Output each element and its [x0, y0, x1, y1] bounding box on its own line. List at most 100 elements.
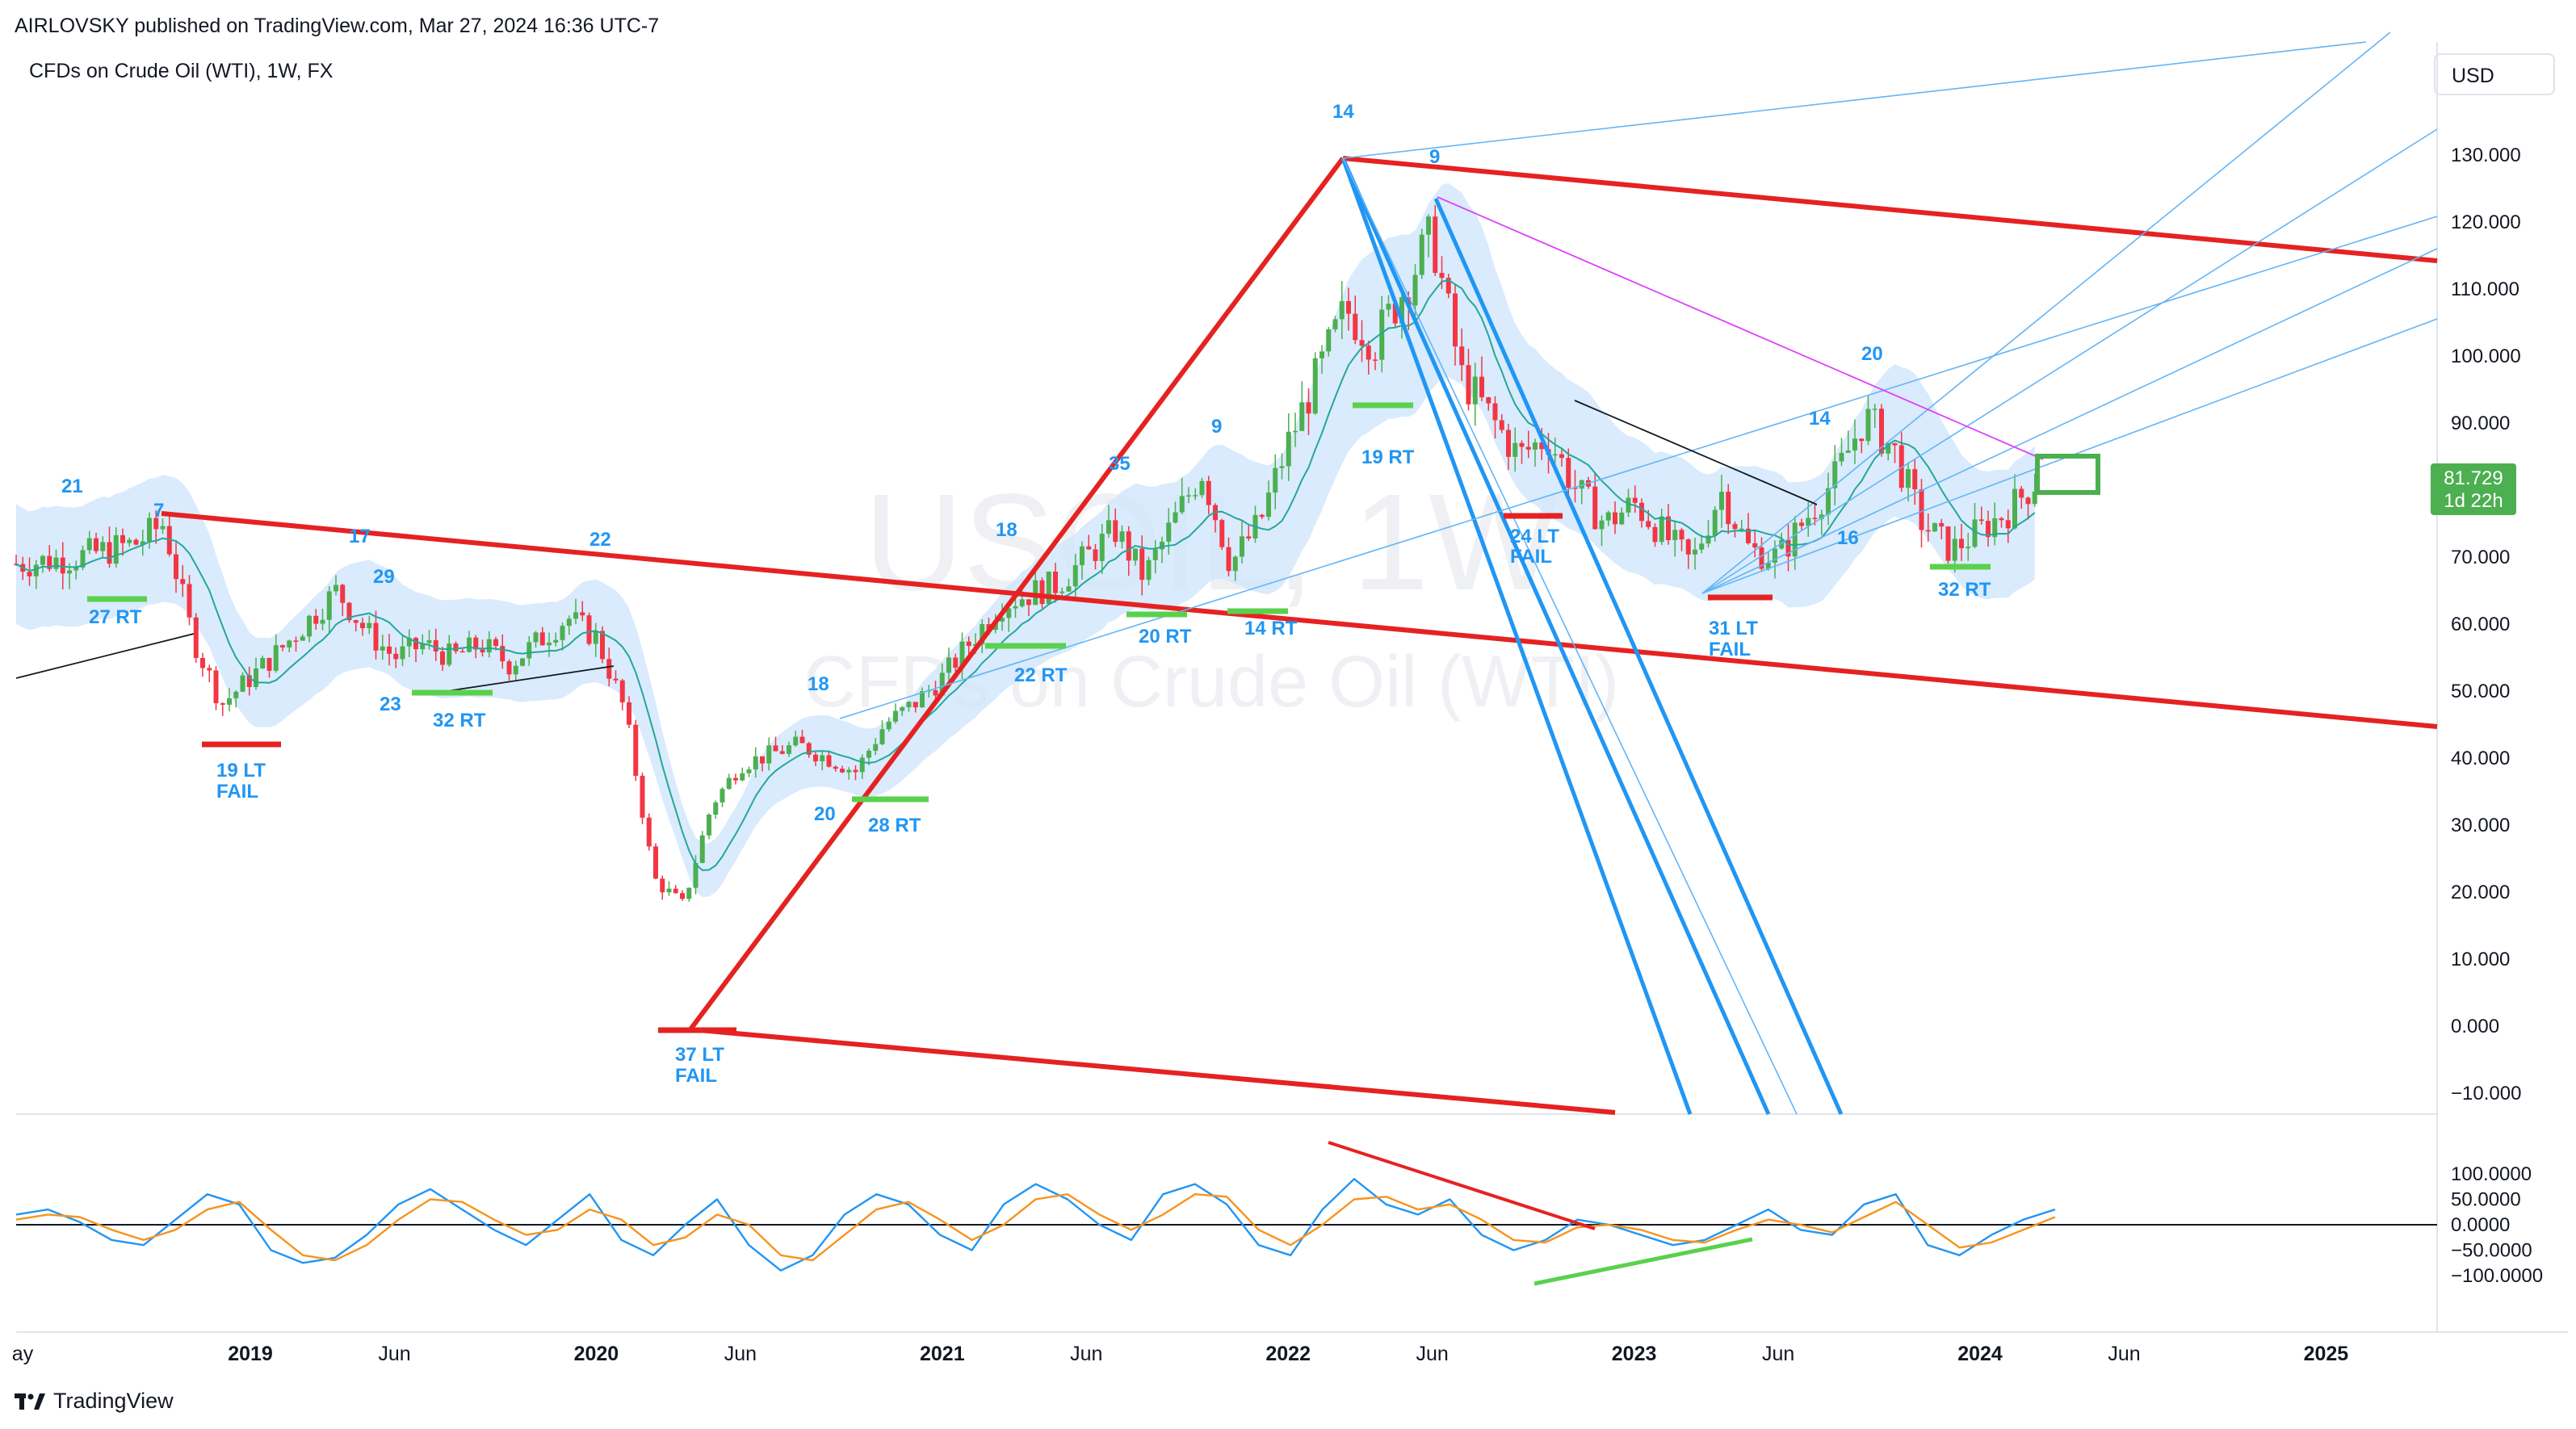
wave-count: 23	[380, 694, 401, 715]
tradingview-branding[interactable]: TradingView	[15, 1389, 174, 1414]
oscillator	[15, 1178, 2056, 1272]
candle-body	[2025, 497, 2031, 505]
candle-body	[254, 668, 258, 687]
candle-body	[1366, 346, 1371, 360]
candle-body	[133, 539, 139, 545]
candle-body	[1472, 376, 1478, 404]
time-tick-label: 2023	[1612, 1343, 1657, 1365]
candle-body	[1386, 304, 1391, 310]
fail-count: 31 LT	[1709, 618, 1758, 639]
support-label: 32 RT	[433, 710, 486, 731]
candle-body	[207, 668, 212, 671]
last-price: 81.729	[2444, 467, 2503, 489]
candle-body	[1746, 528, 1751, 543]
wave-count: 21	[61, 476, 83, 497]
candle-body	[1266, 492, 1271, 518]
candle-body	[826, 755, 832, 767]
thin-trendlines	[15, 196, 2044, 694]
candle-body	[1552, 454, 1558, 456]
candle-body	[853, 769, 858, 773]
currency-selector[interactable]: USD	[2434, 53, 2555, 95]
candle-body	[174, 554, 178, 580]
candle-body	[1066, 586, 1072, 592]
candle-body	[193, 617, 199, 658]
candle-body	[820, 755, 825, 761]
candle-body	[680, 893, 685, 899]
candle-body	[1399, 297, 1404, 324]
cloud-band	[16, 182, 2035, 898]
candle-body	[1512, 442, 1518, 457]
candle-body	[1879, 409, 1884, 454]
candle-body	[1613, 512, 1617, 525]
wave-count: 14	[1332, 101, 1354, 123]
candle-body	[1739, 528, 1744, 530]
candle-body	[1806, 518, 1811, 526]
time-tick-label: 2022	[1265, 1343, 1311, 1365]
candle-body	[906, 702, 912, 708]
price-axis[interactable]: 130.000120.000110.000100.00090.00080.000…	[2451, 145, 2521, 1104]
candle-body	[413, 638, 418, 650]
candle-body	[1679, 530, 1684, 540]
wave-count: 9	[1429, 146, 1440, 168]
candle-body	[1373, 359, 1378, 361]
candle-body	[580, 612, 585, 616]
candle-body	[1566, 458, 1571, 488]
candle-body	[420, 643, 426, 650]
candle-body	[1000, 618, 1005, 622]
candle-body	[1986, 521, 1991, 538]
brand-label: TradingView	[53, 1389, 174, 1413]
candle-body	[1839, 452, 1844, 462]
fail-count: 24 LT	[1510, 526, 1559, 547]
candle-body	[666, 888, 672, 893]
candle-body	[2012, 488, 2017, 529]
candle-body	[1632, 497, 1638, 503]
time-tick-label: 2025	[2304, 1343, 2349, 1365]
candle-body	[459, 651, 465, 653]
candle-body	[799, 736, 805, 744]
thin-fan-line-3	[1701, 31, 2391, 594]
osc-bearish-divergence	[1328, 1141, 1596, 1230]
candle-body	[153, 518, 159, 530]
candle-body	[1319, 351, 1324, 358]
candle-body	[140, 541, 145, 545]
oscillator-axis[interactable]: 100.0000 50.0000 0.0000 −50.0000 −100.0000	[2451, 1163, 2543, 1287]
candle-body	[1978, 519, 1984, 522]
candle-body	[1572, 488, 1578, 489]
price-tick-label: 90.000	[2451, 413, 2510, 434]
candle-body	[1992, 518, 1998, 538]
candle-body	[1719, 492, 1724, 510]
candle-body	[1219, 520, 1225, 547]
candle-body	[1759, 547, 1764, 569]
candle-body	[1659, 516, 1664, 543]
candle-body	[1492, 403, 1498, 421]
candle-body	[1439, 272, 1445, 279]
candle-body	[613, 678, 619, 681]
candle-body	[127, 539, 132, 543]
time-axis[interactable]: ay 2019 Jun 2020 Jun 2021 Jun 2022 Jun 2023 Jun 202…	[12, 1343, 2349, 1365]
candle-body	[893, 710, 898, 722]
support-label: 28 RT	[868, 815, 921, 836]
target-box	[2035, 454, 2100, 495]
candle-body	[1359, 340, 1365, 346]
candle-body	[1765, 563, 1771, 569]
candle-body	[793, 736, 799, 746]
candle-body	[493, 639, 498, 647]
candle-body	[360, 622, 365, 629]
candle-body	[753, 756, 758, 770]
candle-body	[1865, 409, 1871, 442]
candle-body	[320, 619, 325, 624]
candle-body	[213, 670, 219, 704]
blue-fan-line-2	[1340, 157, 1771, 1116]
candle-body	[1445, 278, 1451, 294]
candle-body	[340, 585, 346, 603]
candle-body	[307, 615, 312, 637]
candle-body	[1206, 480, 1211, 505]
wave-count: 20	[814, 803, 836, 825]
candle-body	[220, 703, 225, 705]
price-tick-label: 60.000	[2451, 614, 2510, 635]
osc-tick-label: 50.0000	[2451, 1189, 2521, 1211]
candle-body	[280, 645, 285, 647]
candle-body	[453, 643, 459, 652]
candle-body	[1826, 488, 1831, 515]
